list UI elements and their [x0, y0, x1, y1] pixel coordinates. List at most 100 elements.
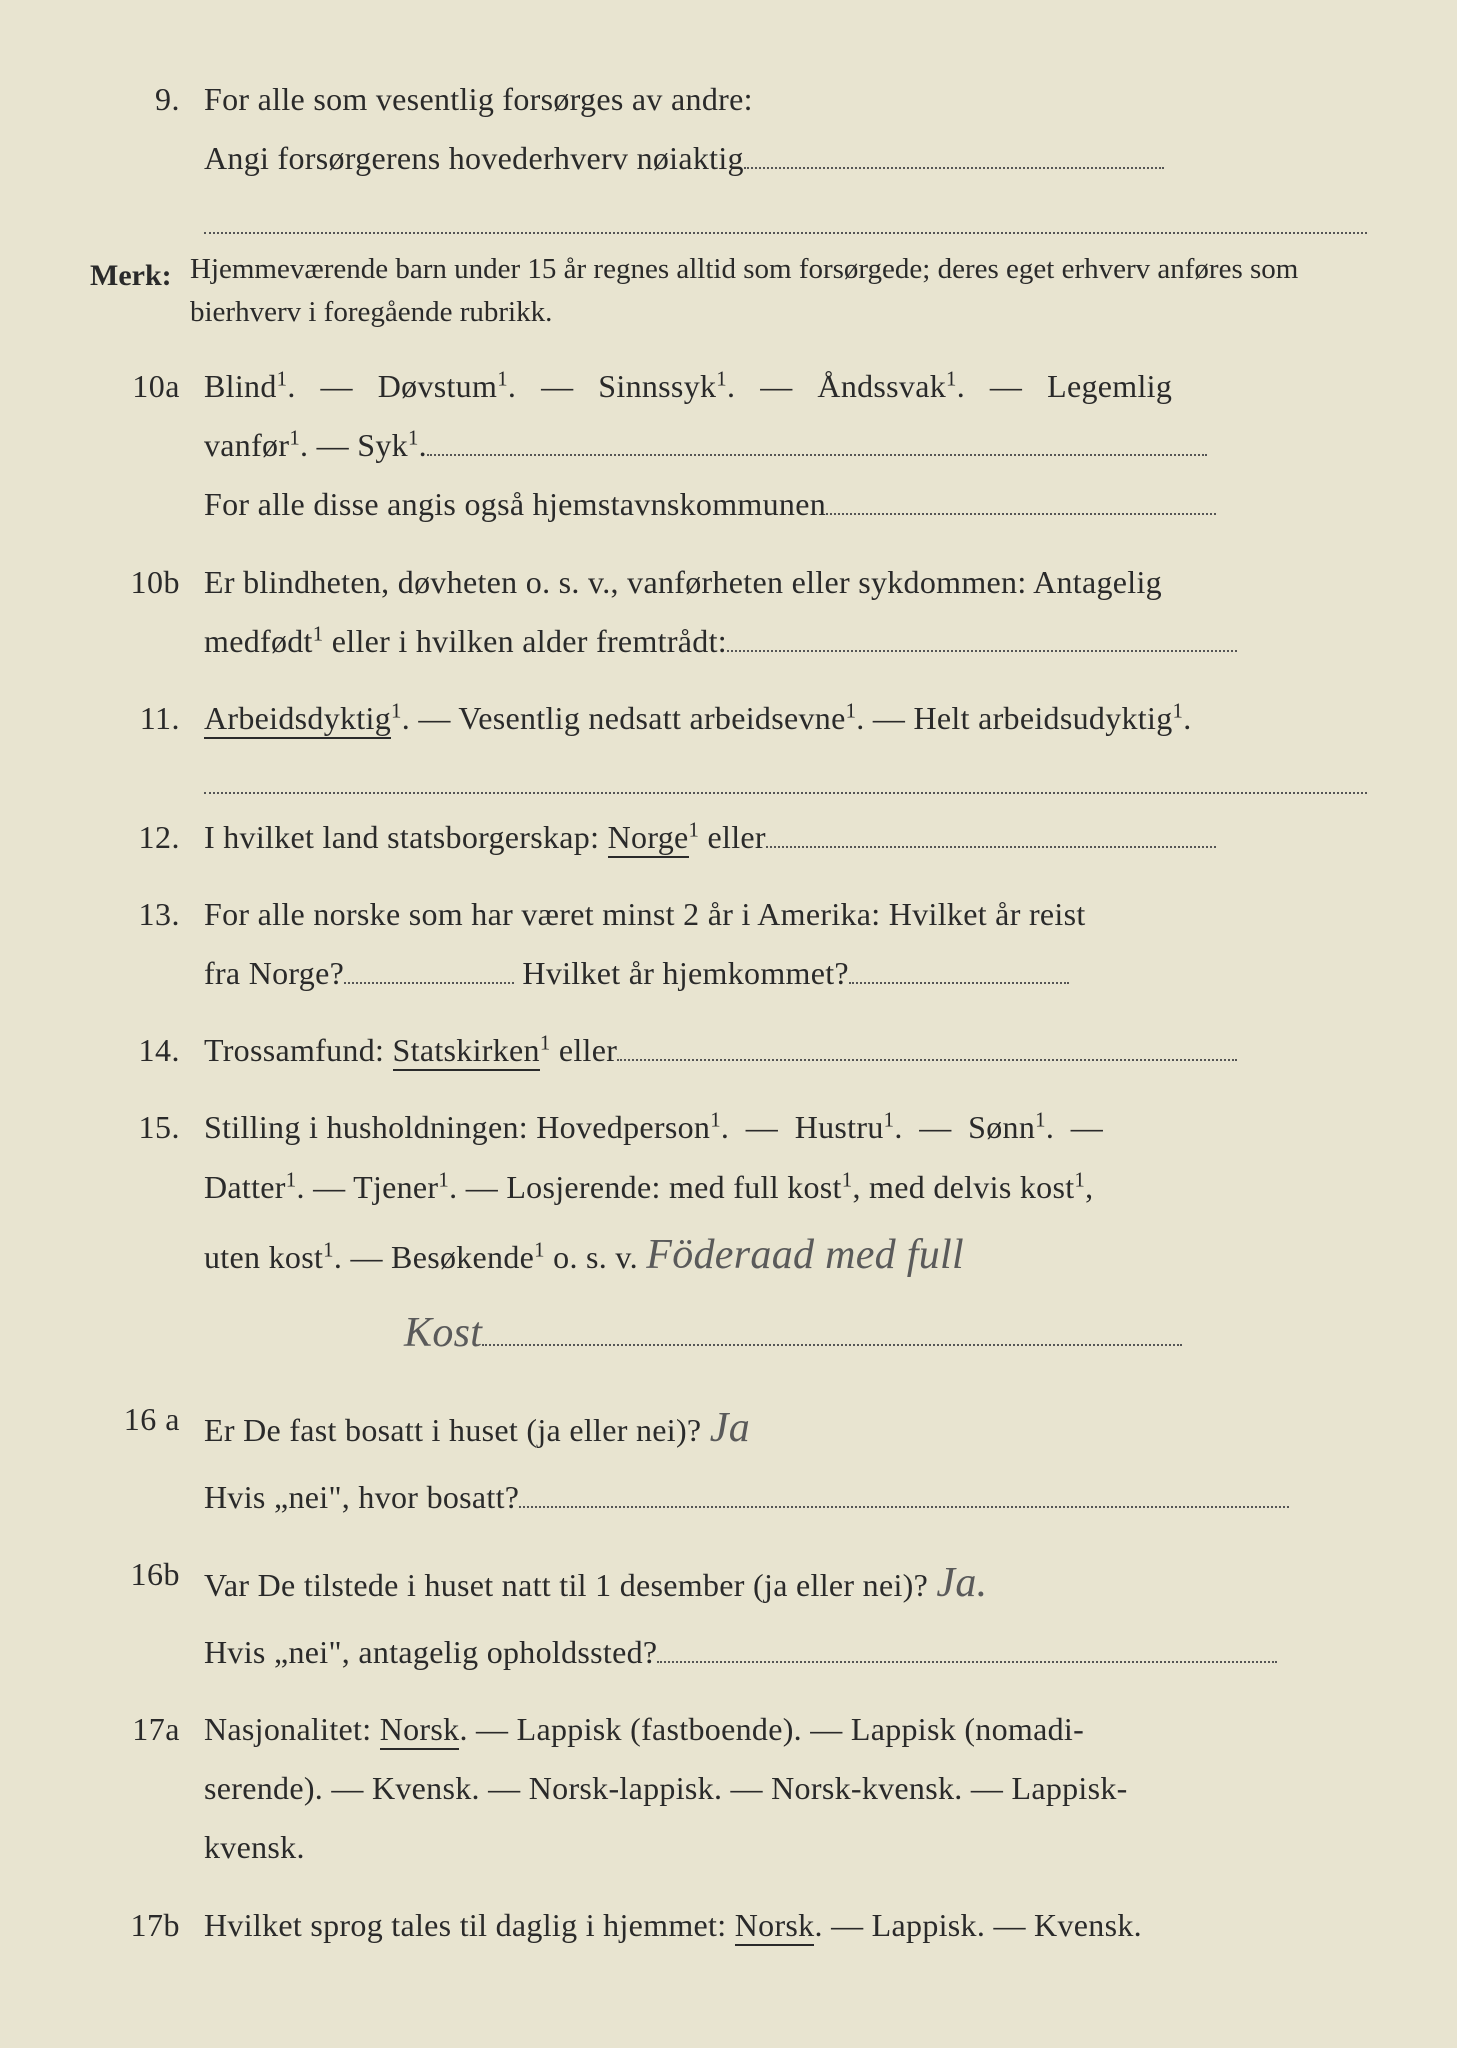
question-content: Var De tilstede i huset natt til 1 desem… — [204, 1545, 1367, 1682]
handwritten-answer: Ja. — [936, 1560, 987, 1606]
q16b-line2: Hvis „nei", antagelig opholdssted? — [204, 1634, 657, 1670]
fill-line — [657, 1661, 1277, 1663]
question-number: 10a — [90, 357, 204, 535]
opt-norsk: Norsk — [380, 1711, 460, 1750]
opt-statskirken: Statskirken — [393, 1032, 540, 1071]
question-number: 16 a — [90, 1390, 204, 1527]
note-label: Merk: — [90, 248, 190, 335]
question-content: Nasjonalitet: Norsk. — Lappisk (fastboen… — [204, 1700, 1367, 1878]
question-content: Stilling i husholdningen: Hovedperson1. … — [204, 1098, 1367, 1372]
opt-besokende: Besøkende — [391, 1239, 534, 1275]
opt-arbeidsdyktig: Arbeidsdyktig — [204, 700, 391, 739]
question-13: 13. For alle norske som har været minst … — [90, 885, 1367, 1003]
question-number: 9. — [90, 70, 204, 188]
question-9: 9. For alle som vesentlig forsørges av a… — [90, 70, 1367, 188]
q15-line1: Stilling i husholdningen: Hovedperson — [204, 1109, 710, 1145]
fill-line — [344, 982, 514, 984]
fill-line — [617, 1059, 1237, 1061]
q17a-pre: Nasjonalitet: — [204, 1711, 380, 1747]
document-page: 9. For alle som vesentlig forsørges av a… — [0, 0, 1457, 2048]
opt-syk: Syk — [357, 427, 408, 463]
handwritten-answer: Föderaad med full — [646, 1232, 964, 1278]
q10b-line2b: eller i hvilken alder fremtrådt: — [323, 623, 727, 659]
question-16b: 16b Var De tilstede i huset natt til 1 d… — [90, 1545, 1367, 1682]
question-number: 11. — [90, 689, 204, 748]
opt-hustru: Hustru — [795, 1109, 884, 1145]
q17a-line2: serende). — Kvensk. — Norsk-lappisk. — N… — [204, 1770, 1128, 1806]
fill-line — [766, 846, 1216, 848]
blank-fill-line — [204, 766, 1367, 794]
question-17b: 17b Hvilket sprog tales til daglig i hje… — [90, 1896, 1367, 1955]
fill-line — [427, 454, 1207, 456]
question-10b: 10b Er blindheten, døvheten o. s. v., va… — [90, 553, 1367, 671]
fill-line — [826, 513, 1216, 515]
opt-uten-kost: uten kost — [204, 1239, 323, 1275]
fill-line — [482, 1344, 1182, 1346]
opt-delvis-kost: med delvis kost — [869, 1169, 1074, 1205]
opt-blind: Blind — [204, 368, 277, 404]
q9-line1: For alle som vesentlig forsørges av andr… — [204, 81, 753, 117]
q16a-line2: Hvis „nei", hvor bosatt? — [204, 1479, 519, 1515]
q10b-medfodt: medfødt — [204, 623, 313, 659]
question-content: Er blindheten, døvheten o. s. v., vanfør… — [204, 553, 1367, 671]
question-17a: 17a Nasjonalitet: Norsk. — Lappisk (fast… — [90, 1700, 1367, 1878]
opt-losjerende: Losjerende: med full kost — [506, 1169, 841, 1205]
q14-post: eller — [551, 1032, 618, 1068]
question-number: 14. — [90, 1021, 204, 1080]
blank-fill-line — [204, 206, 1367, 234]
q17b-post: . — Lappisk. — Kvensk. — [814, 1907, 1141, 1943]
fill-line — [849, 982, 1069, 984]
q13-line1: For alle norske som har været minst 2 år… — [204, 896, 1086, 932]
note-merk: Merk: Hjemmeværende barn under 15 år reg… — [90, 248, 1367, 335]
note-text: Hjemmeværende barn under 15 år regnes al… — [190, 248, 1367, 335]
q17a-post: . — Lappisk (fastboende). — Lappisk (nom… — [459, 1711, 1084, 1747]
q11-end: — Helt arbeidsudyktig — [865, 700, 1173, 736]
q15-osv: o. s. v. — [545, 1239, 638, 1275]
question-16a: 16 a Er De fast bosatt i huset (ja eller… — [90, 1390, 1367, 1527]
question-number: 17b — [90, 1896, 204, 1955]
question-content: Hvilket sprog tales til daglig i hjemmet… — [204, 1896, 1367, 1955]
q9-line2: Angi forsørgerens hovederhverv nøiaktig — [204, 140, 744, 176]
question-content: Arbeidsdyktig1. — Vesentlig nedsatt arbe… — [204, 689, 1367, 748]
opt-norsk-lang: Norsk — [735, 1907, 815, 1946]
question-content: For alle norske som har været minst 2 år… — [204, 885, 1367, 1003]
question-number: 12. — [90, 808, 204, 867]
q14-pre: Trossamfund: — [204, 1032, 393, 1068]
question-content: Trossamfund: Statskirken1 eller — [204, 1021, 1367, 1080]
fill-line — [519, 1506, 1289, 1508]
opt-sinnssyk: Sinnssyk — [598, 368, 716, 404]
opt-dovstum: Døvstum — [378, 368, 497, 404]
question-content: Er De fast bosatt i huset (ja eller nei)… — [204, 1390, 1367, 1527]
opt-andssvak: Åndssvak — [817, 368, 946, 404]
question-content: I hvilket land statsborgerskap: Norge1 e… — [204, 808, 1367, 867]
q10b-line1: Er blindheten, døvheten o. s. v., vanfør… — [204, 564, 1162, 600]
question-content: Blind1. — Døvstum1. — Sinnssyk1. — Åndss… — [204, 357, 1367, 535]
question-content: For alle som vesentlig forsørges av andr… — [204, 70, 1367, 188]
q12-pre: I hvilket land statsborgerskap: — [204, 819, 608, 855]
opt-legemlig: Legemlig — [1047, 368, 1172, 404]
q17a-line3: kvensk. — [204, 1829, 305, 1865]
handwritten-answer: Ja — [710, 1405, 750, 1451]
opt-sonn: Sønn — [968, 1109, 1035, 1145]
q12-post: eller — [699, 819, 766, 855]
question-number: 13. — [90, 885, 204, 1003]
question-10a: 10a Blind1. — Døvstum1. — Sinnssyk1. — Å… — [90, 357, 1367, 535]
question-number: 16b — [90, 1545, 204, 1682]
question-11: 11. Arbeidsdyktig1. — Vesentlig nedsatt … — [90, 689, 1367, 748]
q13-line2a: fra Norge? — [204, 955, 344, 991]
question-number: 10b — [90, 553, 204, 671]
question-14: 14. Trossamfund: Statskirken1 eller — [90, 1021, 1367, 1080]
q11-mid: — Vesentlig nedsatt arbeidsevne — [410, 700, 846, 736]
opt-vanfor: vanfør — [204, 427, 289, 463]
q13-line2b: Hvilket år hjemkommet? — [514, 955, 849, 991]
q17b-pre: Hvilket sprog tales til daglig i hjemmet… — [204, 1907, 735, 1943]
question-15: 15. Stilling i husholdningen: Hovedperso… — [90, 1098, 1367, 1372]
q10a-line3: For alle disse angis også hjemstavnskomm… — [204, 486, 826, 522]
question-number: 15. — [90, 1098, 204, 1372]
fill-line — [727, 650, 1237, 652]
opt-datter: Datter — [204, 1169, 286, 1205]
q16b-line1: Var De tilstede i huset natt til 1 desem… — [204, 1567, 928, 1603]
question-12: 12. I hvilket land statsborgerskap: Norg… — [90, 808, 1367, 867]
opt-tjener: Tjener — [353, 1169, 438, 1205]
handwritten-answer: Kost — [404, 1310, 482, 1356]
